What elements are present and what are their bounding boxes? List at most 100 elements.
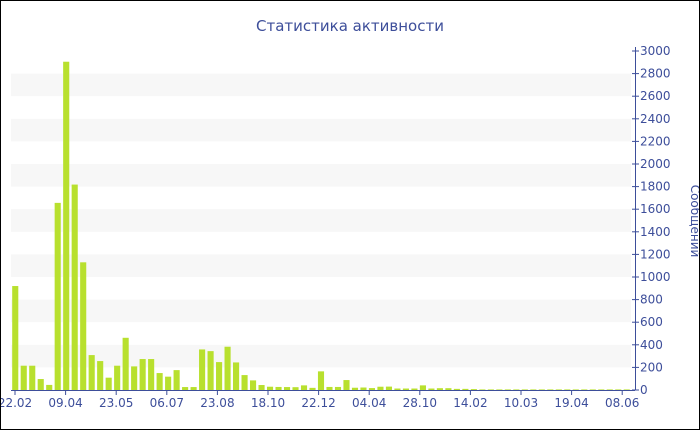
bar [615, 389, 622, 390]
bar [317, 371, 325, 390]
bar [80, 262, 87, 390]
bar [249, 380, 257, 390]
bar [63, 61, 70, 391]
bar [54, 202, 61, 390]
bar [445, 388, 452, 390]
bar [148, 359, 155, 390]
bar [368, 388, 376, 390]
bar [283, 387, 291, 390]
grid-band [11, 209, 631, 232]
chart-title: Статистика активности [256, 17, 444, 35]
bar [224, 346, 231, 390]
bar [581, 389, 588, 390]
bar [29, 365, 36, 390]
bar [292, 387, 299, 390]
bar [419, 385, 426, 390]
y-tick-label: 1200 [640, 247, 671, 261]
bar [233, 362, 240, 390]
bar [504, 389, 511, 390]
bar [199, 349, 206, 390]
bar [275, 386, 282, 390]
x-tick-label: 10.03 [504, 396, 538, 410]
bar [385, 386, 393, 390]
x-tick-label: 08.06 [605, 396, 639, 410]
bar [343, 380, 350, 390]
bar [411, 388, 418, 390]
bar [394, 388, 401, 390]
bar [428, 388, 435, 390]
y-tick-label: 800 [640, 293, 663, 307]
bar [20, 365, 27, 390]
x-tick-label: 22.12 [301, 396, 335, 410]
bar [436, 388, 443, 390]
bar [97, 361, 104, 390]
x-tick-label: 23.08 [200, 396, 234, 410]
x-tick-label: 19.04 [554, 396, 588, 410]
bar [105, 377, 112, 390]
bar [37, 379, 44, 390]
bar [182, 387, 189, 390]
bar [156, 373, 163, 390]
bar [258, 385, 265, 390]
bar [589, 389, 596, 390]
bar [555, 389, 562, 390]
y-tick-label: 200 [640, 360, 663, 374]
y-tick-label: 600 [640, 315, 663, 329]
y-tick-label: 1000 [640, 270, 671, 284]
x-tick-label: 04.04 [352, 396, 386, 410]
grid-band [11, 254, 631, 277]
y-tick-label: 1800 [640, 180, 671, 194]
y-tick-label: 1600 [640, 202, 671, 216]
x-tick-label: 18.10 [251, 396, 285, 410]
x-tick-label: 14.02 [453, 396, 487, 410]
bar [564, 389, 571, 390]
bar [453, 388, 460, 390]
bar [547, 389, 554, 390]
bar [326, 386, 333, 390]
x-tick-label: 23.05 [99, 396, 133, 410]
bar [623, 389, 630, 390]
bar [300, 385, 308, 390]
y-tick-label: 400 [640, 338, 663, 352]
bar [351, 387, 359, 390]
bar [165, 376, 172, 390]
bar [207, 351, 214, 390]
bar [377, 386, 384, 390]
x-tick-label: 22.02 [1, 396, 32, 410]
y-tick-label: 2200 [640, 134, 671, 148]
y-tick-label: 0 [640, 383, 648, 397]
bar [12, 286, 19, 390]
grid-band [11, 73, 631, 97]
grid-band [11, 299, 631, 323]
y-tick-label: 2800 [640, 67, 671, 81]
bar [241, 375, 248, 390]
bar [71, 184, 78, 390]
bar [572, 389, 579, 390]
bar [402, 388, 409, 390]
bar [513, 389, 520, 390]
bar [598, 389, 605, 390]
bar [496, 389, 503, 390]
grid-band [11, 344, 631, 368]
y-tick-label: 2400 [640, 112, 671, 126]
y-tick-label: 3000 [640, 44, 671, 58]
bar [487, 389, 494, 390]
bar [360, 387, 367, 390]
bar [173, 370, 180, 390]
bar [139, 359, 146, 390]
y-tick-label: 2600 [640, 89, 671, 103]
bar [266, 386, 274, 390]
bar [88, 355, 95, 390]
x-tick-label: 09.04 [48, 396, 82, 410]
bar [538, 389, 545, 390]
grid-band [11, 164, 631, 187]
bar [530, 389, 537, 390]
grid-band [11, 118, 631, 142]
bar [190, 387, 197, 390]
y-tick-label: 2000 [640, 157, 671, 171]
bar [114, 365, 121, 390]
y-axis-label: Сообщений [688, 185, 699, 258]
bar [521, 389, 528, 390]
bar [606, 389, 613, 390]
